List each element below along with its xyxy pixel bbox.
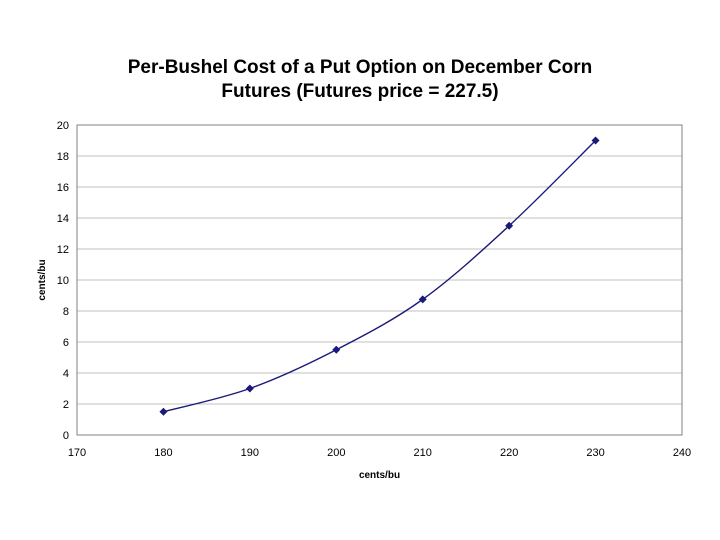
y-tick-label: 8: [63, 306, 69, 318]
y-tick-label: 14: [57, 213, 69, 225]
x-tick-label: 170: [68, 447, 86, 459]
y-tick-label: 18: [57, 151, 69, 163]
x-tick-label: 220: [500, 447, 518, 459]
x-tick-label: 180: [154, 447, 172, 459]
y-tick-label: 6: [63, 337, 69, 349]
y-tick-label: 0: [63, 430, 69, 442]
y-tick-label: 2: [63, 399, 69, 411]
y-tick-label: 4: [63, 368, 69, 380]
series: [159, 136, 600, 416]
y-axis-title: cents/bu: [37, 259, 48, 300]
data-point-marker: [159, 407, 168, 416]
plot-area: [76, 124, 683, 436]
x-tick-label: 200: [327, 447, 345, 459]
y-tick-label: 10: [57, 275, 69, 287]
y-tick-label: 16: [57, 182, 69, 194]
x-axis-title: cents/bu: [359, 470, 400, 481]
x-tick-label: 190: [241, 447, 259, 459]
x-tick-label: 230: [586, 447, 604, 459]
x-tick-label: 210: [414, 447, 432, 459]
data-point-marker: [418, 295, 427, 304]
x-axis-tick-labels: 170 180 190 200 210 220 230 240: [68, 447, 691, 459]
chart-title: Per-Bushel Cost of a Put Option on Decem…: [0, 56, 720, 104]
data-point-marker: [245, 384, 254, 393]
y-tick-label: 12: [57, 244, 69, 256]
x-tick-label: 240: [673, 447, 691, 459]
data-point-marker: [591, 136, 600, 145]
data-point-marker: [505, 221, 514, 230]
series-line: [163, 140, 597, 413]
y-tick-label: 20: [57, 120, 69, 132]
chart-title-line-1: Per-Bushel Cost of a Put Option on Decem…: [127, 57, 593, 78]
data-point-marker: [332, 345, 341, 354]
gridlines: [77, 155, 682, 405]
y-axis-tick-labels: 0 2 4 6 8 10 12 14 16 18 20: [57, 120, 69, 442]
chart-title-line-2: Futures (Futures price = 227.5): [221, 81, 499, 102]
